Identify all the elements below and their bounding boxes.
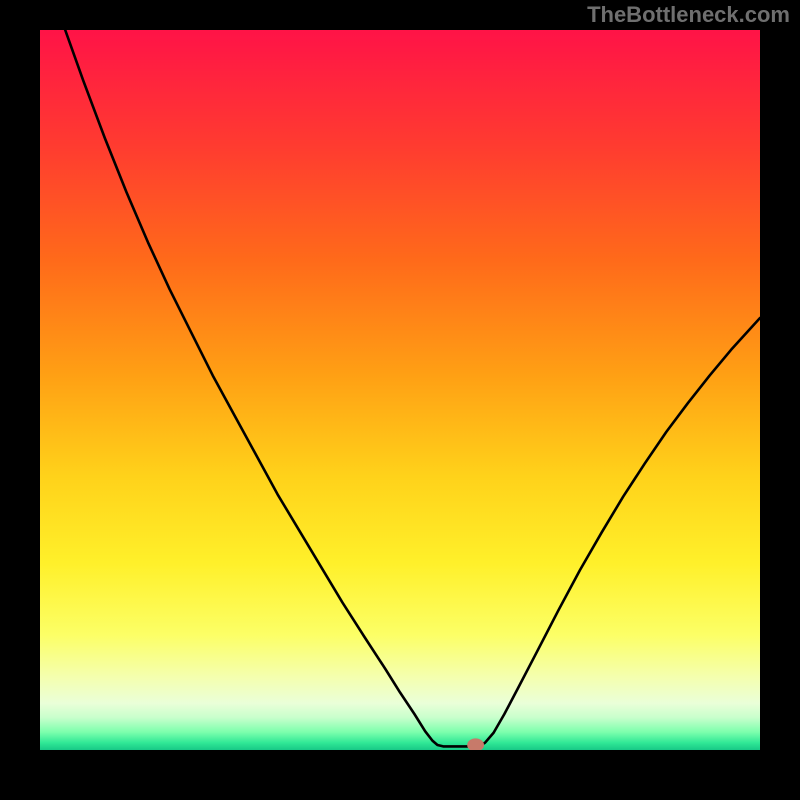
gradient-background [40, 30, 760, 750]
optimal-point-marker [468, 739, 484, 750]
figure-container: TheBottleneck.com [0, 0, 800, 800]
plot-area [40, 30, 760, 750]
attribution-label: TheBottleneck.com [587, 2, 790, 28]
bottleneck-chart [40, 30, 760, 750]
